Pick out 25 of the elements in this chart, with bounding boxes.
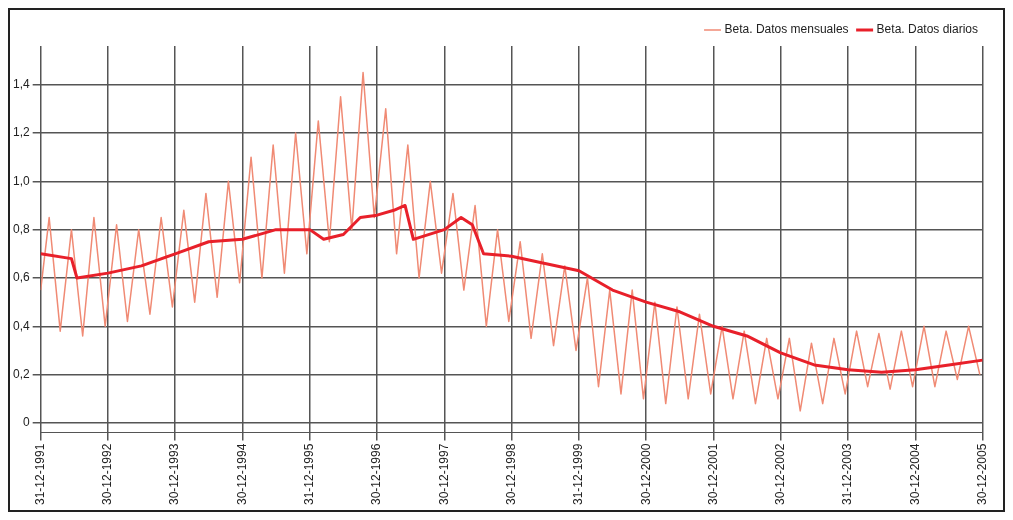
x-tick-label: 30-12-2001 xyxy=(705,443,720,506)
x-tick-label: 31-12-2003 xyxy=(840,443,855,506)
y-tick-label: 0,4 xyxy=(12,318,30,333)
x-tick-label: 30-12-1997 xyxy=(436,443,451,506)
x-tick-label: 30-12-1998 xyxy=(503,443,518,506)
y-tick-label: 0,8 xyxy=(12,221,30,236)
x-tick-label: 31-12-1995 xyxy=(302,443,317,506)
x-tick-label: 30-12-1994 xyxy=(234,443,249,506)
y-tick-label: 1,2 xyxy=(12,125,30,140)
x-tick-label: 30-12-2000 xyxy=(638,443,653,506)
x-tick-label: 31-12-1999 xyxy=(571,443,586,506)
x-tick-label: 30-12-2002 xyxy=(773,443,788,506)
x-tick-label: 30-12-2004 xyxy=(907,443,922,506)
x-tick-label: 30-12-2005 xyxy=(974,443,989,506)
x-tick-label: 30-12-1993 xyxy=(167,443,182,506)
legend-label: Beta. Datos mensuales xyxy=(724,22,849,37)
y-tick-label: 1,4 xyxy=(12,76,30,91)
y-tick-label: 1,0 xyxy=(12,173,30,188)
y-tick-label: 0 xyxy=(22,415,30,430)
y-tick-label: 0,6 xyxy=(12,270,30,285)
x-tick-label: 30-12-1992 xyxy=(100,443,115,506)
y-tick-label: 0,2 xyxy=(12,366,30,381)
x-tick-label: 30-12-1996 xyxy=(369,443,384,506)
x-tick-label: 31-12-1991 xyxy=(32,443,47,506)
legend-label: Beta. Datos diarios xyxy=(876,22,979,37)
